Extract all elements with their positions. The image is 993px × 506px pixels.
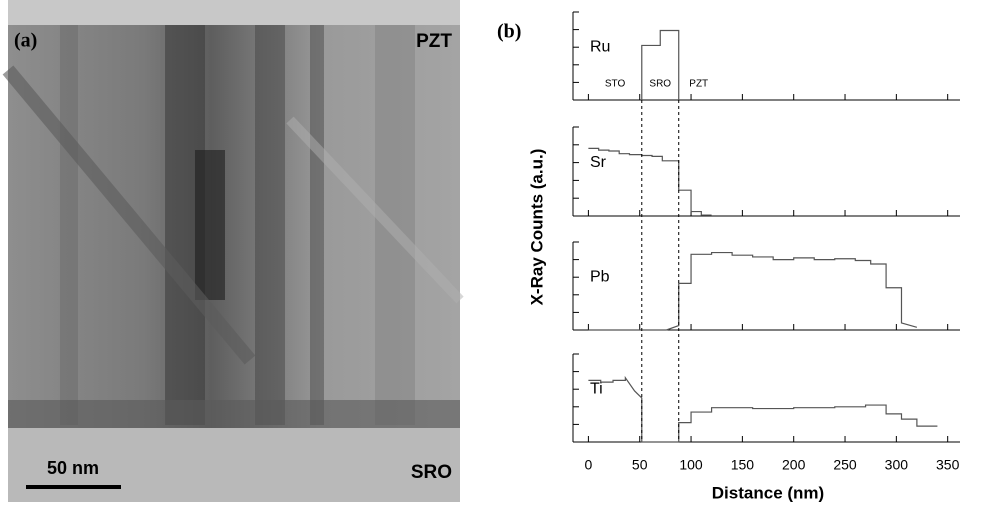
x-tick-label: 150 — [731, 457, 755, 473]
x-tick-label: 50 — [632, 457, 648, 473]
profile-line — [588, 251, 918, 331]
x-axis-label: Distance (nm) — [712, 483, 824, 502]
region-label: PZT — [689, 79, 708, 90]
panel-label: (a) — [14, 30, 37, 52]
y-axis-label: X-Ray Counts (a.u.) — [527, 149, 546, 306]
x-tick-label: 200 — [782, 457, 806, 473]
x-tick-label: 250 — [833, 457, 857, 473]
region-label: STO — [605, 79, 626, 90]
element-label: Ti — [590, 380, 603, 397]
layer-label: PZT — [416, 31, 452, 52]
x-tick-label: 0 — [584, 457, 592, 473]
profile-line — [588, 147, 712, 216]
element-label: Ru — [590, 38, 610, 55]
element-label: Sr — [590, 154, 607, 171]
tem-image: (a) PZT SRO 50 nm — [2, 0, 464, 502]
layer-label: SRO — [411, 462, 452, 483]
x-tick-label: 100 — [679, 457, 703, 473]
profile-line — [641, 29, 680, 100]
x-tick-label: 350 — [936, 457, 960, 473]
panel-label: (b) — [497, 21, 521, 43]
region-label: SRO — [649, 79, 671, 90]
x-tick-label: 300 — [885, 457, 909, 473]
element-label: Pb — [590, 268, 610, 285]
scale-bar-label: 50 nm — [47, 458, 99, 478]
profile-line — [588, 375, 938, 443]
